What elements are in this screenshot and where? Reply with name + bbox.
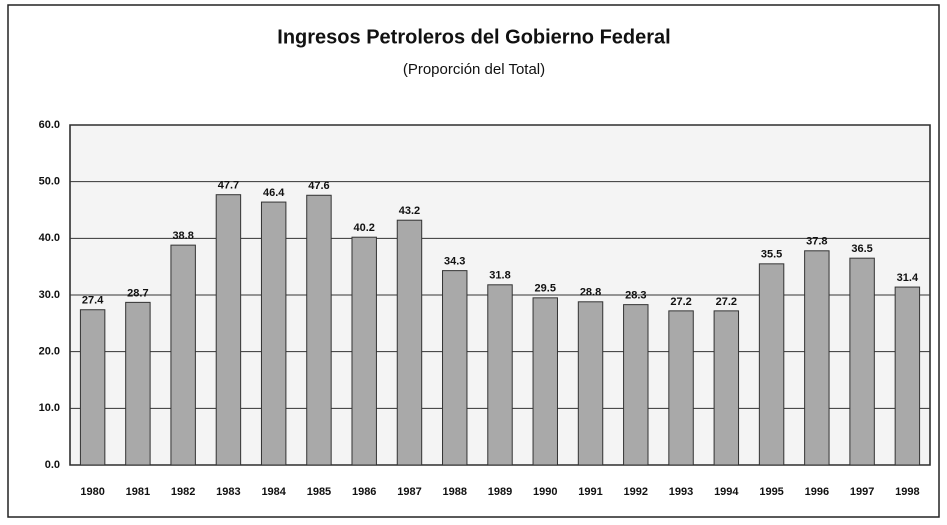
data-label: 34.3	[444, 256, 465, 268]
bar	[758, 263, 785, 466]
x-tick-label: 1982	[171, 486, 195, 498]
bar	[396, 219, 423, 466]
y-tick-label: 60.0	[39, 119, 60, 131]
data-label: 28.7	[127, 287, 148, 299]
data-label: 37.8	[806, 236, 827, 248]
data-label: 35.5	[761, 249, 782, 261]
chart-subtitle: (Proporción del Total)	[403, 61, 545, 78]
x-tick-label: 1991	[578, 486, 602, 498]
bar	[79, 309, 106, 466]
bar	[442, 270, 468, 466]
data-label: 47.6	[308, 180, 329, 192]
bar	[215, 194, 242, 466]
bar	[713, 310, 740, 466]
data-label: 28.8	[580, 287, 601, 299]
x-tick-label: 1984	[261, 486, 286, 498]
bar	[487, 284, 513, 466]
data-label: 46.4	[263, 187, 285, 199]
y-tick-label: 20.0	[39, 346, 60, 358]
bar	[577, 301, 604, 466]
bar	[260, 201, 287, 466]
data-label: 36.5	[851, 243, 872, 255]
x-tick-label: 1994	[714, 486, 739, 498]
y-tick-label: 30.0	[39, 289, 60, 301]
y-tick-label: 40.0	[39, 232, 60, 244]
data-label: 31.8	[489, 270, 510, 282]
x-tick-label: 1998	[895, 486, 919, 498]
x-tick-label: 1995	[759, 486, 783, 498]
y-tick-label: 10.0	[39, 402, 60, 414]
x-tick-label: 1985	[307, 486, 331, 498]
x-tick-label: 1987	[397, 486, 421, 498]
bar	[668, 310, 694, 466]
data-label: 40.2	[353, 222, 374, 234]
y-tick-label: 0.0	[45, 459, 60, 471]
data-label: 27.2	[716, 296, 737, 308]
data-label: 27.2	[670, 296, 691, 308]
y-tick-label: 50.0	[39, 176, 60, 188]
data-label: 38.8	[172, 230, 193, 242]
bar	[170, 244, 196, 466]
bar	[894, 286, 921, 466]
data-label: 31.4	[897, 272, 919, 284]
x-tick-label: 1980	[80, 486, 104, 498]
x-tick-label: 1986	[352, 486, 376, 498]
bar	[351, 236, 377, 466]
bar	[306, 194, 332, 466]
bar	[849, 257, 875, 466]
bar	[125, 301, 151, 466]
x-tick-label: 1993	[669, 486, 693, 498]
x-tick-label: 1992	[624, 486, 648, 498]
x-tick-label: 1983	[216, 486, 240, 498]
data-label: 27.4	[82, 295, 104, 307]
chart-title: Ingresos Petroleros del Gobierno Federal	[277, 26, 670, 48]
bar	[623, 304, 649, 466]
data-label: 29.5	[535, 283, 556, 295]
x-tick-label: 1988	[442, 486, 466, 498]
x-tick-label: 1989	[488, 486, 512, 498]
bar	[532, 297, 558, 466]
data-label: 47.7	[218, 180, 239, 192]
data-label: 43.2	[399, 205, 420, 217]
x-tick-label: 1997	[850, 486, 874, 498]
x-tick-label: 1981	[126, 486, 150, 498]
data-label: 28.3	[625, 290, 646, 302]
x-tick-label: 1990	[533, 486, 557, 498]
x-tick-label: 1996	[805, 486, 829, 498]
bar	[804, 250, 830, 466]
